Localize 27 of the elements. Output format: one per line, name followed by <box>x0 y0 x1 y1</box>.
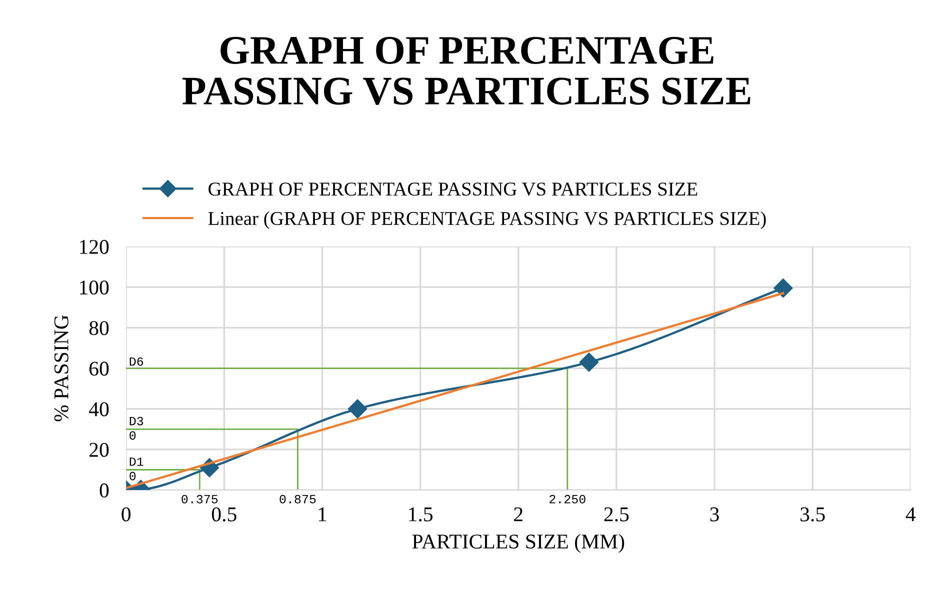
annotation: 0.375 <box>182 494 218 504</box>
annotation: D6 <box>130 357 144 366</box>
x-tick-label: 1 <box>318 507 326 522</box>
y-tick-label: 80 <box>89 321 109 336</box>
annotation: 0.875 <box>280 494 316 504</box>
x-tick-label: 3.5 <box>800 507 825 522</box>
y-tick-label: 100 <box>80 280 109 295</box>
y-tick-label: 0 <box>100 483 109 498</box>
legend-label: GRAPH OF PERCENTAGE PASSING VS PARTICLES SIZE <box>208 182 698 196</box>
y-tick-label: 40 <box>88 402 109 416</box>
chart-title: GRAPH OF PERCENTAGE PASSING VS PARTICLES SIZE <box>182 36 750 105</box>
x-tick-label: 0 <box>122 507 131 522</box>
x-tick-label: 4 <box>906 507 916 522</box>
x-tick-label: 3 <box>710 507 719 522</box>
legend-label: Linear (GRAPH OF PERCENTAGE PASSING VS PARTICLES SIZE) <box>208 211 766 230</box>
annotation: D1 0 <box>130 458 144 480</box>
y-tick-label: 120 <box>80 240 109 254</box>
x-tick-label: 2 <box>514 507 522 522</box>
x-axis-title: PARTICLES SIZE (MM) <box>412 534 624 553</box>
x-tick-label: 2.5 <box>604 507 629 522</box>
x-tick-label: 1.5 <box>409 507 433 522</box>
x-tick-label: 0.5 <box>212 507 236 522</box>
annotation: 2.250 <box>550 494 586 504</box>
y-tick-label: 60 <box>89 362 109 376</box>
y-axis-title: % PASSING <box>54 315 68 422</box>
y-tick-label: 20 <box>90 442 109 457</box>
annotation: D3 0 <box>130 416 144 440</box>
